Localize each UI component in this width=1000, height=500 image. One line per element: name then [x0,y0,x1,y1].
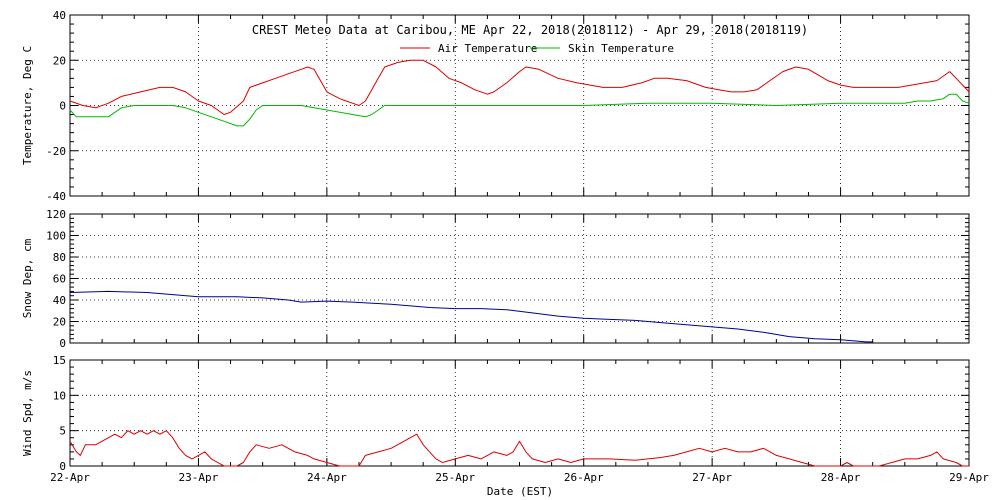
y-tick-label: 40 [53,294,66,307]
panel-1: 0 20 40 60 80 100 120 Snow Dep, cm [21,208,970,350]
y-tick-label: 20 [53,54,66,67]
y-tick-label: 100 [46,230,66,243]
y-tick-label: 5 [59,425,66,438]
y-axis-label: Snow Dep, cm [21,238,34,318]
y-axis-label: Wind Spd, m/s [21,370,34,456]
x-tick-label: 25-Apr [435,471,475,484]
legend-entry: Air Temperature [438,42,537,55]
x-tick-label: 29-Apr [949,471,989,484]
x-tick-label: 22-Apr [50,471,90,484]
panel-2: 0 5 10 15 Wind Spd, m/s [21,354,970,473]
series-line-p1-0 [69,290,873,343]
y-tick-label: -20 [46,145,66,158]
y-tick-label: 15 [53,354,66,367]
legend-entry: Skin Temperature [568,42,674,55]
y-tick-label: 0 [59,100,66,113]
y-tick-label: 10 [53,389,66,402]
series-line-air-temperature [69,59,970,115]
x-axis-label: Date (EST) [487,485,553,498]
panel-0: -40 -20 0 20 40 Temperature, Deg C Air Tempera… [21,9,970,203]
x-tick-label: 26-Apr [564,471,604,484]
y-tick-label: -40 [46,190,66,203]
y-tick-label: 0 [59,337,66,350]
x-tick-label: 23-Apr [179,471,219,484]
y-tick-label: 80 [53,251,66,264]
y-tick-label: 40 [53,9,66,22]
plot-frame [69,359,970,467]
y-axis-label: Temperature, Deg C [21,46,34,165]
x-tick-label: 27-Apr [692,471,732,484]
y-tick-label: 0 [59,460,66,473]
series-line-skin-temperature [69,93,970,127]
chart-title: CREST Meteo Data at Caribou, ME Apr 22, … [252,23,808,37]
y-tick-label: 120 [46,208,66,221]
x-tick-label: 28-Apr [821,471,861,484]
x-tick-label: 24-Apr [307,471,347,484]
y-tick-label: 20 [53,316,66,329]
chart-panels: -40 -20 0 20 40 Temperature, Deg C Air Tempera… [21,9,989,484]
series-line-p2-0 [69,430,969,467]
y-tick-label: 60 [53,273,66,286]
